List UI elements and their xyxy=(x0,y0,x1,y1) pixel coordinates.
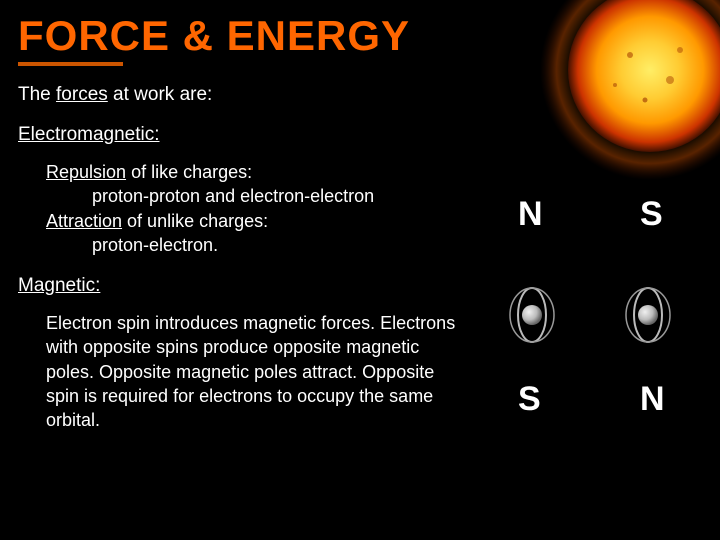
intro-suffix: at work are: xyxy=(108,84,213,105)
repulsion-u: Repulsion xyxy=(46,162,126,182)
pole-s-bottom-left: S xyxy=(518,380,541,419)
attraction-rest: of unlike charges: xyxy=(122,211,268,231)
intro-underlined: forces xyxy=(56,84,108,105)
electromagnetic-block: Repulsion of like charges: proton-proton… xyxy=(0,146,460,257)
repulsion-rest: of like charges: xyxy=(126,162,252,182)
repulsion-detail: proton-proton and electron-electron xyxy=(46,184,460,208)
electron-left xyxy=(502,285,562,345)
pole-n-bottom-right: N xyxy=(640,380,665,419)
pole-s-top-right: S xyxy=(640,195,663,234)
electron-right xyxy=(618,285,678,345)
intro-prefix: The xyxy=(18,84,56,105)
magnetic-block: Electron spin introduces magnetic forces… xyxy=(0,297,460,432)
attraction-u: Attraction xyxy=(46,211,122,231)
sun-image xyxy=(540,0,720,180)
pole-n-top-left: N xyxy=(518,195,543,234)
attraction-detail: proton-electron. xyxy=(46,233,460,257)
magnet-diagram: N S S N xyxy=(490,195,700,425)
